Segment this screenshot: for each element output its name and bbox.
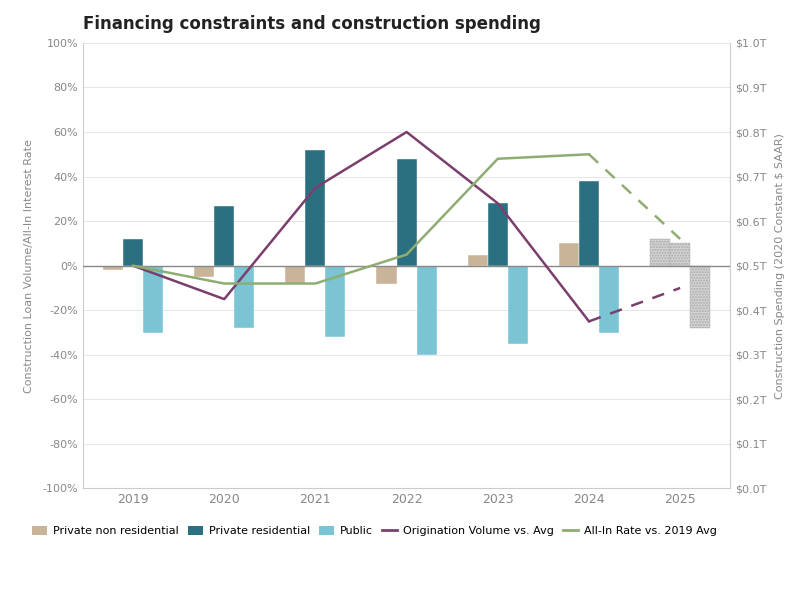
Bar: [397, 159, 417, 266]
Bar: [103, 266, 123, 270]
Bar: [599, 266, 619, 332]
Bar: [488, 203, 508, 266]
Legend: Private non residential, Private residential, Public, Origination Volume vs. Avg: Private non residential, Private residen…: [27, 521, 721, 541]
Bar: [306, 150, 326, 266]
Bar: [468, 254, 488, 266]
Bar: [417, 266, 437, 355]
Bar: [559, 244, 579, 266]
Bar: [214, 206, 234, 266]
Bar: [508, 266, 528, 344]
Bar: [377, 266, 397, 284]
Text: Financing constraints and construction spending: Financing constraints and construction s…: [83, 15, 541, 33]
Y-axis label: Construction Loan Volume/All-In Interest Rate: Construction Loan Volume/All-In Interest…: [24, 139, 34, 392]
Bar: [690, 266, 710, 328]
Bar: [234, 266, 254, 328]
Bar: [194, 266, 214, 277]
Bar: [286, 266, 306, 284]
Bar: [123, 239, 143, 266]
Bar: [326, 266, 346, 337]
Bar: [670, 244, 690, 266]
Bar: [143, 266, 163, 332]
Y-axis label: Construction Spending (2020 Constant $ SAAR): Construction Spending (2020 Constant $ S…: [775, 133, 785, 398]
Bar: [579, 181, 599, 266]
Bar: [650, 239, 670, 266]
